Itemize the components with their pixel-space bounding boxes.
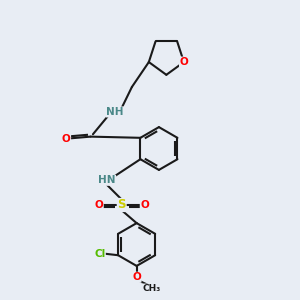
Text: HN: HN [98,175,116,185]
Text: Cl: Cl [94,249,105,259]
Text: O: O [62,134,70,144]
Text: O: O [94,200,103,210]
Text: S: S [118,199,126,212]
Text: CH₃: CH₃ [142,284,160,293]
Text: O: O [179,57,188,67]
Text: NH: NH [106,107,124,117]
Text: O: O [140,200,149,210]
Text: O: O [132,272,141,282]
